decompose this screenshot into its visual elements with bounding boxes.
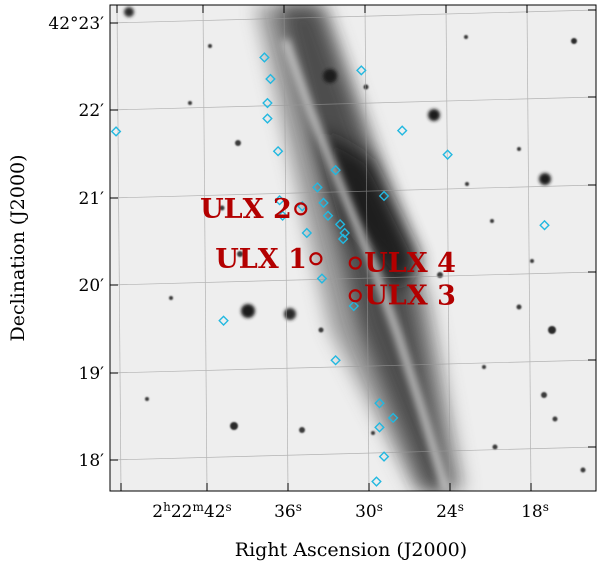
ulx-label: ULX 4 — [364, 248, 456, 279]
y-tick-label-19: 19′ — [79, 364, 105, 384]
ulx-label: ULX 1 — [215, 244, 307, 275]
x-tick-label-18s: 18s — [521, 500, 549, 522]
ulx-label: ULX 3 — [364, 281, 456, 312]
catalog-source-marker — [218, 315, 229, 326]
ulx-marker — [348, 256, 362, 270]
catalog-source-marker — [337, 233, 349, 245]
catalog-source-marker — [265, 73, 276, 85]
ulx-marker — [294, 202, 308, 216]
axis-ticks — [110, 5, 596, 491]
y-tick-label-20: 20′ — [79, 276, 105, 296]
catalog-source-marker — [259, 52, 270, 63]
catalog-source-marker — [396, 125, 408, 136]
catalog-source-marker — [318, 197, 329, 209]
y-tick-label-18: 18′ — [79, 451, 105, 471]
catalog-source-marker — [356, 65, 367, 76]
x-tick-label-36s: 36s — [274, 500, 302, 522]
catalog-source-marker — [339, 227, 350, 239]
catalog-source-marker — [348, 300, 360, 312]
field-stars — [124, 7, 586, 473]
x-tick-label-24s: 24s — [436, 500, 464, 522]
catalog-source-marker — [334, 219, 346, 230]
catalog-source-marker — [262, 113, 273, 124]
catalog-source-marker — [316, 273, 328, 284]
catalog-source-marker — [371, 476, 382, 487]
catalog-source-marker — [330, 354, 341, 366]
ulx-marker — [348, 289, 362, 303]
catalog-source-marker — [301, 227, 313, 239]
catalog-source-marker — [110, 126, 122, 137]
y-axis-label: Declination (J2000) — [7, 154, 29, 341]
catalog-source-marker — [442, 149, 453, 160]
coordinate-grid — [110, 5, 596, 491]
galaxy-disk — [255, 5, 465, 491]
ulx-marker — [309, 252, 323, 266]
ulx-label: ULX 2 — [200, 194, 292, 225]
catalog-source-marker — [262, 97, 273, 109]
catalog-source-marker — [274, 194, 285, 206]
catalog-source-marker — [330, 164, 341, 176]
catalog-source-marker — [539, 219, 550, 231]
catalog-source-marker — [322, 210, 334, 222]
y-tick-label-22: 22′ — [79, 101, 105, 121]
catalog-source-marker — [312, 182, 323, 193]
x-tick-label-42s: 2h22m42s — [152, 500, 231, 522]
catalog-source-marker — [374, 422, 385, 433]
y-tick-label-21: 21′ — [79, 189, 105, 209]
x-tick-label-30s: 30s — [355, 500, 383, 522]
catalog-source-marker — [378, 190, 390, 202]
catalog-source-marker — [277, 210, 288, 222]
plot-frame — [109, 4, 597, 492]
catalog-source-marker — [378, 451, 390, 462]
x-axis-label: Right Ascension (J2000) — [235, 539, 467, 561]
y-tick-label-23: 42°23′ — [48, 14, 104, 34]
catalog-source-marker — [374, 397, 385, 409]
catalog-source-marker — [272, 145, 284, 157]
catalog-markers — [110, 52, 550, 487]
catalog-source-marker — [387, 412, 399, 424]
